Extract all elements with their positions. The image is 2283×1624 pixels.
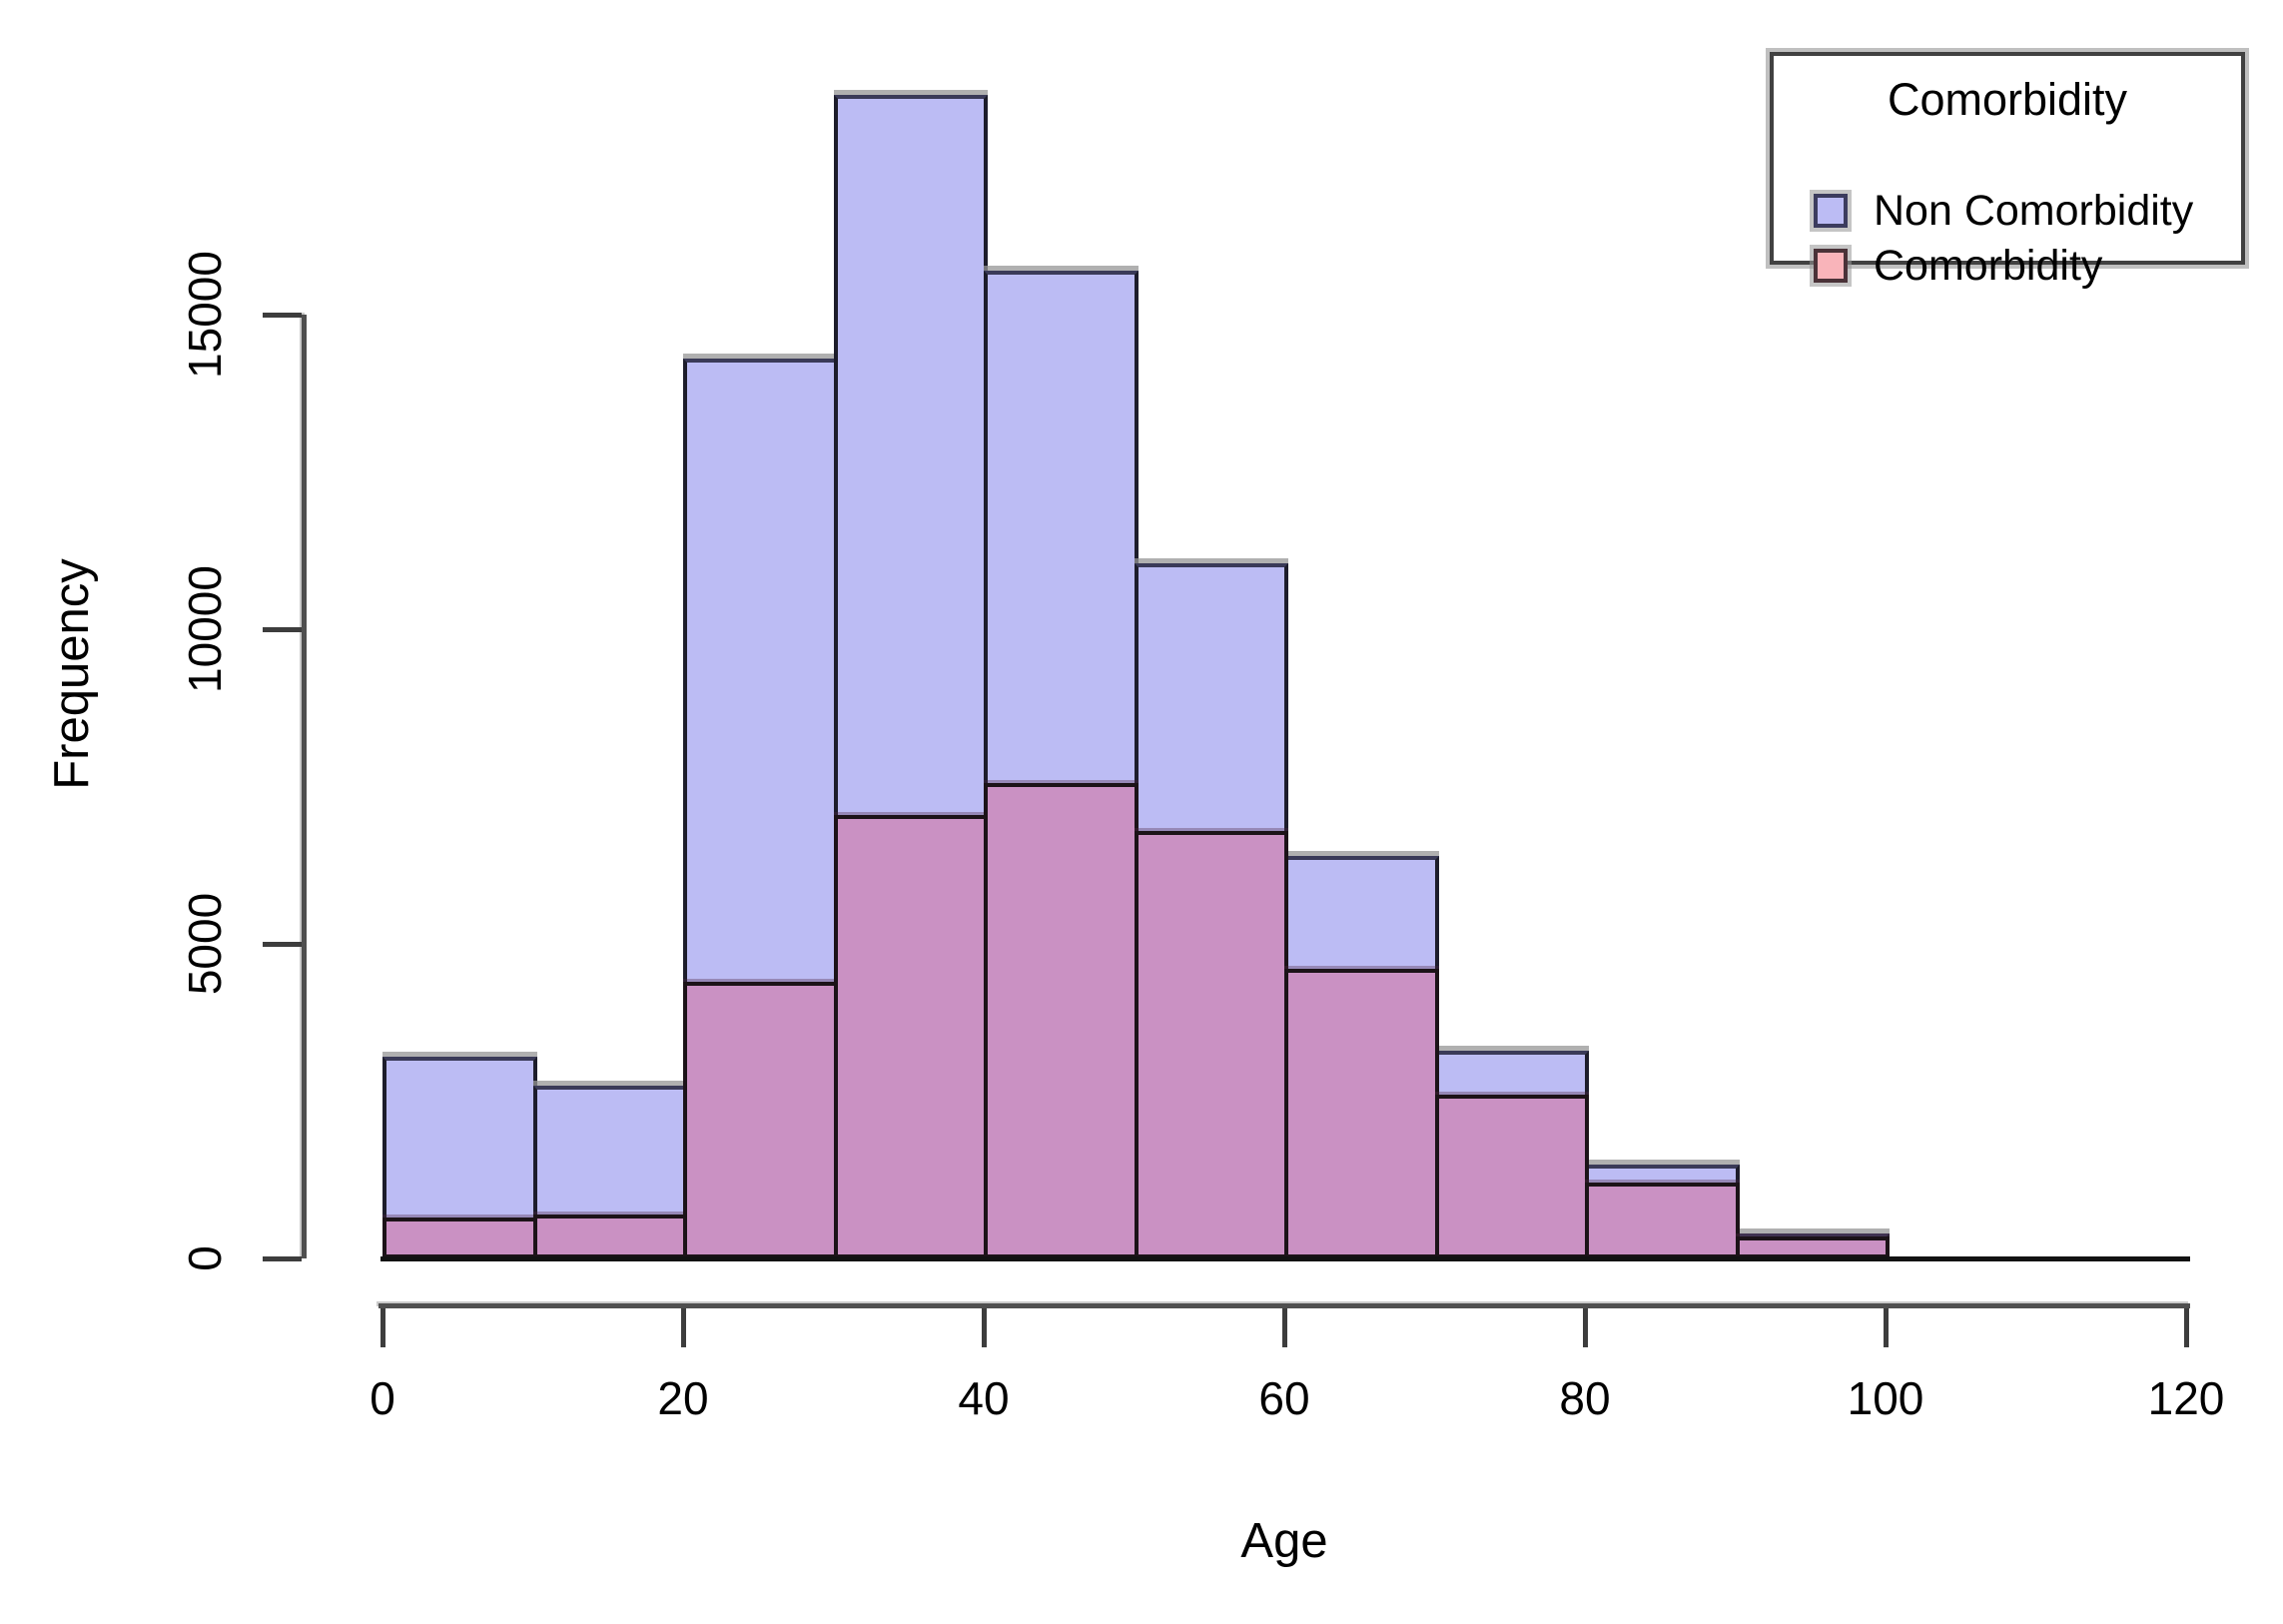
y-tick-label: 0 bbox=[179, 1245, 231, 1271]
bar-comorbidity-overlap bbox=[1434, 1095, 1589, 1258]
x-tick-label: 40 bbox=[958, 1372, 1010, 1424]
y-tick-mark bbox=[263, 942, 302, 947]
bar-comorbidity-overlap bbox=[1134, 830, 1288, 1258]
bar-comorbidity-overlap bbox=[382, 1218, 537, 1258]
y-tick-label: 10000 bbox=[179, 565, 231, 693]
bar-comorbidity-overlap bbox=[833, 814, 988, 1258]
legend-item-non-comorbidity: Non Comorbidity bbox=[1814, 187, 2193, 235]
y-tick-label: 5000 bbox=[179, 892, 231, 996]
x-tick-label: 20 bbox=[657, 1372, 709, 1424]
legend-item-label: Comorbidity bbox=[1874, 241, 2103, 290]
comorbidity-swatch-icon bbox=[1814, 249, 1848, 283]
bar-comorbidity-overlap bbox=[1585, 1183, 1740, 1258]
x-axis-title: Age bbox=[1240, 1514, 1328, 1568]
bar-comorbidity-overlap bbox=[683, 981, 838, 1258]
legend-item-comorbidity: Comorbidity bbox=[1814, 242, 2102, 290]
y-axis-title: Frequency bbox=[45, 558, 99, 790]
bar-comorbidity-overlap bbox=[984, 783, 1139, 1258]
legend-title: Comorbidity bbox=[1887, 74, 2128, 125]
bar-comorbidity-overlap bbox=[532, 1214, 687, 1258]
bar-comorbidity-overlap bbox=[1284, 969, 1439, 1258]
bar-comorbidity-overlap bbox=[1735, 1235, 1890, 1258]
x-tick-label: 0 bbox=[370, 1372, 395, 1424]
x-tick-mark bbox=[1884, 1308, 1889, 1347]
x-tick-mark bbox=[681, 1308, 686, 1347]
x-tick-mark bbox=[982, 1308, 987, 1347]
legend: Comorbidity Non Comorbidity Comorbidity bbox=[1770, 52, 2245, 290]
y-axis-line bbox=[302, 315, 307, 1258]
y-tick-mark bbox=[263, 1256, 302, 1261]
non-comorbidity-swatch-icon bbox=[1814, 194, 1848, 228]
x-tick-label: 100 bbox=[1847, 1372, 1924, 1424]
y-tick-mark bbox=[263, 313, 302, 318]
legend-item-label: Non Comorbidity bbox=[1874, 186, 2194, 235]
x-tick-label: 120 bbox=[2147, 1372, 2225, 1424]
y-tick-label: 15000 bbox=[179, 251, 231, 379]
x-tick-mark bbox=[380, 1308, 385, 1347]
x-tick-mark bbox=[2184, 1308, 2189, 1347]
y-tick-mark bbox=[263, 627, 302, 632]
x-tick-label: 80 bbox=[1559, 1372, 1611, 1424]
x-tick-mark bbox=[1282, 1308, 1287, 1347]
x-axis-line bbox=[379, 1303, 2190, 1308]
x-tick-label: 60 bbox=[1258, 1372, 1310, 1424]
x-tick-mark bbox=[1583, 1308, 1588, 1347]
zero-baseline bbox=[380, 1256, 2190, 1261]
